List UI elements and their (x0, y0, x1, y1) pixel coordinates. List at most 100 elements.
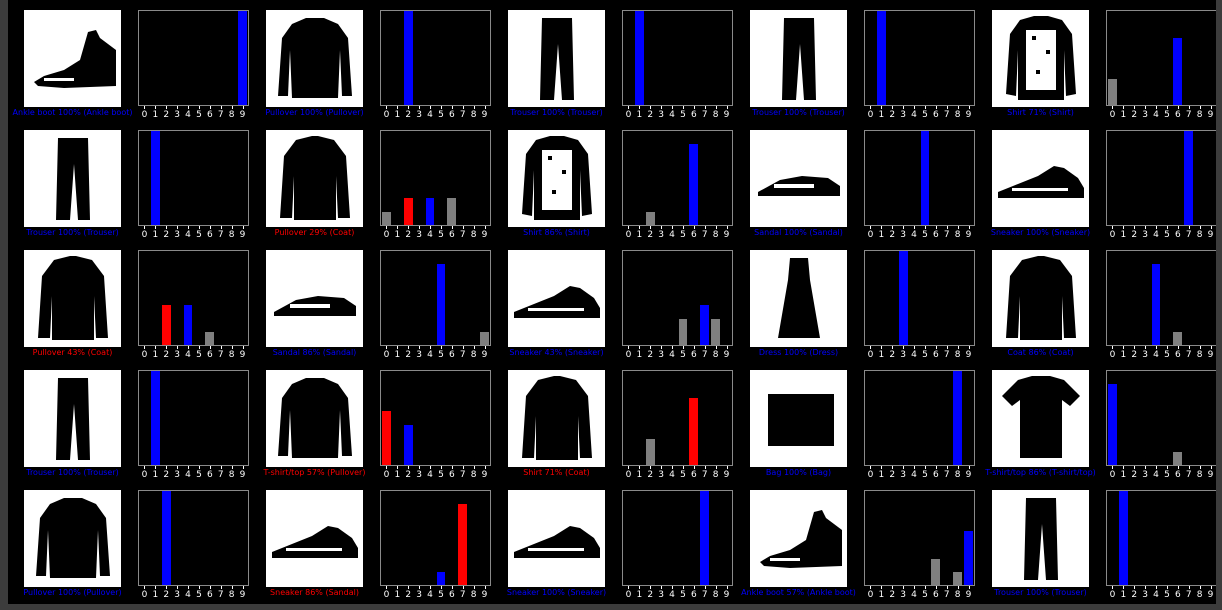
probability-bar (678, 318, 688, 345)
x-tick-label: 6 (206, 470, 213, 480)
x-tick-mark (1123, 226, 1125, 229)
x-tick-mark (231, 586, 233, 589)
x-tick-label: 7 (459, 590, 466, 600)
probability-bar-chart (138, 490, 249, 586)
x-tick-label: 9 (965, 590, 972, 600)
probability-bar (920, 131, 930, 225)
clothing-silhouette (1006, 256, 1076, 340)
x-tick-label: 9 (1207, 350, 1214, 360)
x-tick-label: 2 (647, 110, 654, 120)
x-tick-mark (946, 346, 948, 349)
clothing-image (266, 490, 363, 587)
x-tick-mark (1166, 586, 1168, 589)
x-tick-mark (231, 466, 233, 469)
x-tick-label: 5 (438, 590, 444, 600)
x-tick-mark (957, 106, 959, 109)
x-tick-mark (1166, 226, 1168, 229)
x-tick-mark (1166, 346, 1168, 349)
x-tick-mark (419, 346, 421, 349)
x-tick-mark (188, 226, 190, 229)
probability-bar (183, 304, 193, 345)
x-tick-label: 2 (1131, 470, 1138, 480)
x-tick-mark (892, 226, 894, 229)
x-tick-mark (397, 226, 399, 229)
x-tick-mark (484, 106, 486, 109)
x-tick-mark (473, 226, 475, 229)
prediction-caption: T-shirt/top 57% (Pullover) (263, 468, 366, 477)
prediction-caption: Trouser 100% (Trouser) (752, 108, 845, 117)
x-tick-label: 4 (427, 470, 433, 480)
x-tick-mark (661, 586, 663, 589)
x-tick-mark (462, 106, 464, 109)
x-tick-label: 0 (625, 350, 632, 360)
x-tick-label: 3 (1142, 230, 1149, 240)
x-tick-mark (715, 106, 717, 109)
x-tick-label: 4 (1153, 110, 1159, 120)
x-tick-mark (1188, 346, 1190, 349)
x-tick-label: 5 (922, 590, 928, 600)
x-tick-mark (1177, 466, 1179, 469)
x-tick-mark (397, 106, 399, 109)
x-tick-label: 9 (239, 110, 246, 120)
x-tick-label: 4 (427, 230, 433, 240)
x-tick-mark (188, 346, 190, 349)
x-tick-label: 6 (690, 230, 697, 240)
x-tick-label: 3 (658, 110, 665, 120)
x-tick-label: 6 (690, 470, 697, 480)
x-tick-label: 1 (636, 470, 643, 480)
x-tick-mark (1145, 106, 1147, 109)
probability-bar (1151, 264, 1161, 345)
probability-bar (1173, 451, 1183, 465)
x-tick-label: 6 (932, 110, 939, 120)
x-tick-label: 2 (163, 590, 170, 600)
probability-bar (458, 504, 468, 585)
x-tick-mark (935, 106, 937, 109)
x-tick-label: 7 (459, 470, 466, 480)
x-tick-mark (957, 586, 959, 589)
probability-bar-chart (1106, 490, 1217, 586)
probability-bar (403, 11, 413, 105)
x-tick-label: 6 (206, 350, 213, 360)
probability-bar-chart (138, 250, 249, 346)
x-tick-label: 1 (636, 230, 643, 240)
x-tick-label: 0 (383, 470, 390, 480)
x-tick-label: 6 (1174, 350, 1181, 360)
x-tick-mark (1134, 586, 1136, 589)
probability-bar (711, 318, 720, 345)
x-tick-mark (462, 226, 464, 229)
x-tick-mark (935, 346, 937, 349)
x-tick-mark (451, 586, 453, 589)
x-tick-mark (881, 586, 883, 589)
x-tick-mark (639, 106, 641, 109)
x-tick-mark (220, 466, 222, 469)
probability-bar (382, 211, 391, 225)
x-tick-label: 3 (1142, 470, 1149, 480)
x-tick-label: 8 (712, 350, 719, 360)
probability-bar-chart (380, 130, 491, 226)
probability-bar-chart (864, 370, 975, 466)
x-tick-mark (177, 226, 179, 229)
x-tick-label: 5 (680, 470, 686, 480)
probability-bar (700, 491, 710, 585)
x-tick-label: 3 (416, 110, 423, 120)
x-tick-label: 6 (690, 350, 697, 360)
x-tick-mark (242, 346, 244, 349)
x-tick-label: 8 (712, 230, 719, 240)
x-tick-mark (209, 226, 211, 229)
x-tick-label: 9 (239, 350, 246, 360)
x-tick-mark (242, 226, 244, 229)
x-tick-mark (166, 466, 168, 469)
x-tick-mark (209, 586, 211, 589)
x-tick-label: 5 (922, 230, 928, 240)
x-tick-label: 2 (405, 230, 412, 240)
x-tick-mark (166, 346, 168, 349)
x-tick-label: 7 (701, 350, 708, 360)
x-tick-mark (144, 106, 146, 109)
x-tick-mark (946, 106, 948, 109)
x-tick-label: 9 (481, 230, 488, 240)
x-tick-label: 2 (1131, 110, 1138, 120)
probability-bar (1108, 78, 1117, 105)
x-tick-label: 0 (1109, 470, 1116, 480)
x-tick-mark (198, 466, 200, 469)
x-tick-label: 2 (1131, 350, 1138, 360)
